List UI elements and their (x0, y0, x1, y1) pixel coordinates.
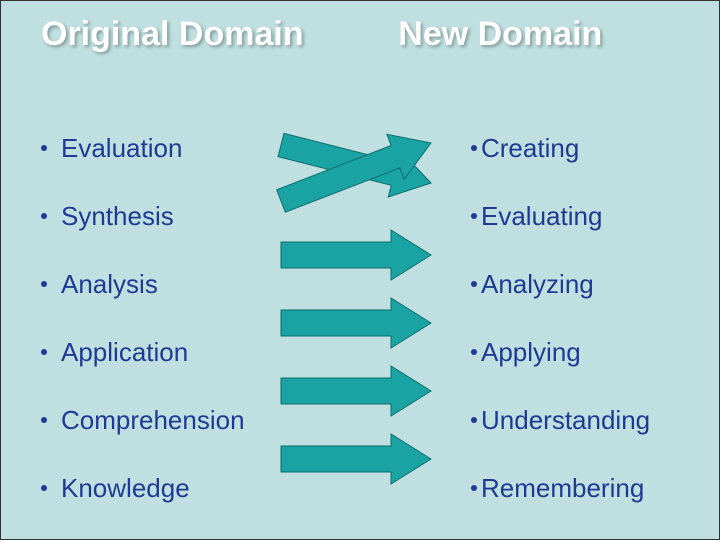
list-item: Understanding (471, 386, 650, 454)
item-label: Understanding (481, 405, 650, 436)
bullet-icon (471, 417, 477, 423)
list-item: Applying (471, 318, 650, 386)
left-column: Evaluation Synthesis Analysis Applicatio… (41, 114, 245, 522)
list-item: Comprehension (41, 386, 245, 454)
bullet-icon (471, 281, 477, 287)
header-row: Original Domain New Domain (1, 1, 719, 54)
bullet-icon (41, 349, 47, 355)
bullet-icon (471, 349, 477, 355)
item-label: Evaluation (61, 133, 182, 164)
list-item: Application (41, 318, 245, 386)
item-label: Remembering (481, 473, 644, 504)
item-label: Analysis (61, 269, 158, 300)
list-item: Analyzing (471, 250, 650, 318)
item-label: Creating (481, 133, 579, 164)
list-item: Synthesis (41, 182, 245, 250)
bullet-icon (41, 145, 47, 151)
right-column: Creating Evaluating Analyzing Applying U… (471, 114, 650, 522)
item-label: Evaluating (481, 201, 602, 232)
list-item: Remembering (471, 454, 650, 522)
list-item: Creating (471, 114, 650, 182)
bullet-icon (41, 281, 47, 287)
list-item: Evaluation (41, 114, 245, 182)
list-item: Knowledge (41, 454, 245, 522)
slide: Original Domain New Domain Evaluation Sy… (0, 0, 720, 540)
item-label: Applying (481, 337, 581, 368)
item-label: Knowledge (61, 473, 190, 504)
header-new-domain: New Domain (398, 15, 679, 54)
list-item: Evaluating (471, 182, 650, 250)
item-label: Synthesis (61, 201, 174, 232)
item-label: Analyzing (481, 269, 594, 300)
body: Evaluation Synthesis Analysis Applicatio… (1, 54, 719, 522)
item-label: Comprehension (61, 405, 245, 436)
header-original-domain: Original Domain (41, 15, 398, 54)
bullet-icon (41, 485, 47, 491)
list-item: Analysis (41, 250, 245, 318)
item-label: Application (61, 337, 188, 368)
bullet-icon (471, 213, 477, 219)
bullet-icon (41, 417, 47, 423)
bullet-icon (471, 485, 477, 491)
bullet-icon (41, 213, 47, 219)
bullet-icon (471, 145, 477, 151)
